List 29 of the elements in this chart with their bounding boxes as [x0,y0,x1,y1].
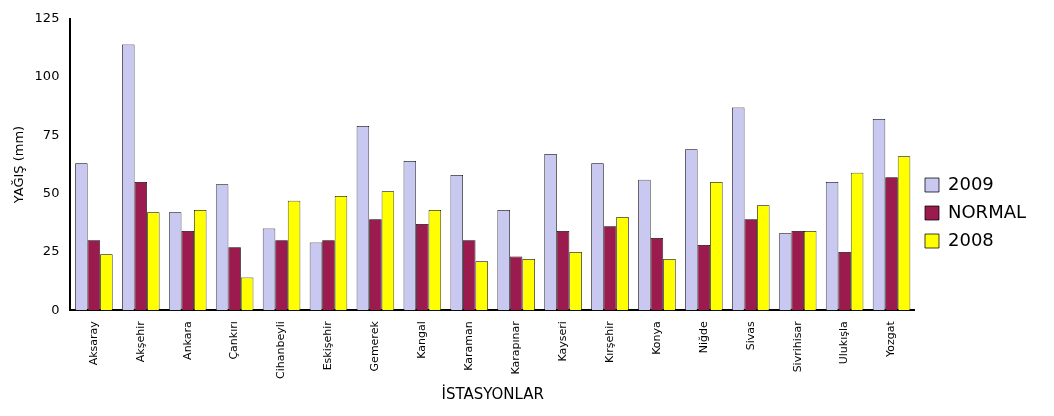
y-tick-label: 50 [42,185,60,201]
y-tick-label: 125 [34,10,60,26]
x-tick-label: Niğde [696,320,710,354]
x-axis-title: İSTASYONLAR [441,383,544,403]
x-tick-label: Kayseri [555,321,569,362]
x-tick-label: Aksaray [86,320,100,366]
y-tick-label: 25 [42,243,60,259]
y-tick-label: 100 [34,68,60,84]
x-tick-label: Kangal [415,321,429,359]
x-tick-label: Karaman [462,321,476,371]
x-tick-label: Karapınar [509,320,523,375]
legend-label: 2009 [947,172,994,194]
x-tick-label: Akşehir [133,320,147,363]
legend-label: NORMAL [947,200,1026,222]
x-tick-label: Gemerek [368,320,382,372]
y-tick-label: 75 [42,126,60,142]
y-axis-title: YAĞIŞ (mm) [11,125,27,205]
x-tick-label: Konya [649,321,663,355]
x-tick-label: Sivrihisar [790,320,804,373]
x-tick-label: Ulukışla [837,321,851,365]
x-tick-label: Cihanbeyli [274,321,288,379]
x-tick-label: Yozgat [884,320,898,359]
x-tick-label: Eskişehir [321,320,335,371]
x-tick-label: Ankara [180,321,194,360]
x-tick-label: Sivas [743,320,757,351]
x-tick-label: Kırşehir [602,320,616,364]
legend-label: 2008 [947,228,994,250]
y-tick-label: 0 [51,301,60,317]
x-tick-label: Çankırı [227,321,241,360]
